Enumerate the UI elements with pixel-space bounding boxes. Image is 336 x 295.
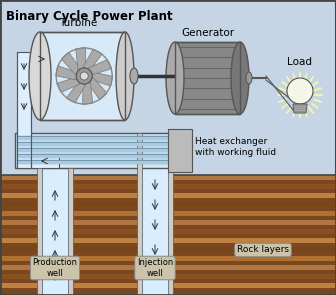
Ellipse shape: [166, 42, 184, 114]
Bar: [40, 32, 125, 120]
Ellipse shape: [116, 32, 134, 120]
Bar: [42, 34, 123, 118]
Bar: [0, 225, 336, 229]
Bar: [0, 256, 336, 261]
Bar: [0, 265, 336, 270]
Bar: [17, 161, 188, 163]
Bar: [31, 154, 59, 168]
Bar: [31, 52, 39, 66]
Bar: [41, 168, 69, 295]
Bar: [0, 207, 336, 211]
Bar: [0, 288, 336, 292]
Bar: [0, 216, 336, 220]
Bar: [0, 202, 336, 207]
Bar: [0, 180, 336, 184]
Bar: [17, 52, 31, 168]
Polygon shape: [88, 78, 107, 100]
Bar: [0, 292, 336, 295]
Polygon shape: [56, 66, 76, 80]
Bar: [175, 42, 240, 114]
Bar: [37, 168, 42, 295]
Text: Turbine: Turbine: [59, 18, 97, 28]
Polygon shape: [92, 72, 113, 86]
Bar: [0, 193, 336, 198]
Circle shape: [76, 68, 92, 84]
Bar: [168, 129, 192, 172]
Text: Load: Load: [288, 57, 312, 67]
Bar: [137, 133, 142, 295]
Bar: [17, 143, 188, 145]
Bar: [17, 155, 188, 158]
Bar: [0, 211, 336, 216]
Bar: [0, 279, 336, 283]
Text: Generator: Generator: [181, 28, 234, 38]
Ellipse shape: [130, 68, 138, 84]
Bar: [168, 133, 173, 295]
Bar: [68, 168, 73, 295]
Bar: [0, 261, 336, 265]
Polygon shape: [293, 104, 307, 113]
Bar: [0, 283, 336, 288]
Bar: [0, 243, 336, 247]
Bar: [0, 229, 336, 234]
Bar: [0, 274, 336, 279]
Text: Production
well: Production well: [33, 258, 78, 278]
Polygon shape: [83, 82, 93, 104]
Bar: [0, 220, 336, 225]
Polygon shape: [88, 60, 112, 75]
Text: Rock layers: Rock layers: [237, 245, 289, 255]
Bar: [15, 133, 190, 168]
Text: Heat exchanger
with working fluid: Heat exchanger with working fluid: [195, 137, 276, 157]
Bar: [0, 198, 336, 202]
Bar: [175, 42, 240, 114]
Bar: [17, 137, 188, 140]
Polygon shape: [61, 52, 80, 75]
Bar: [141, 133, 169, 295]
Bar: [0, 270, 336, 274]
Bar: [17, 149, 188, 152]
Polygon shape: [83, 49, 102, 70]
Circle shape: [287, 78, 313, 104]
Ellipse shape: [29, 32, 51, 120]
Ellipse shape: [231, 42, 249, 114]
Bar: [0, 175, 336, 180]
Bar: [0, 234, 336, 238]
Ellipse shape: [246, 72, 252, 84]
Bar: [0, 247, 336, 252]
Polygon shape: [76, 47, 86, 70]
Polygon shape: [66, 82, 86, 103]
Bar: [0, 184, 336, 189]
Polygon shape: [57, 78, 80, 92]
Text: Injection
well: Injection well: [137, 258, 173, 278]
Bar: [0, 238, 336, 243]
Bar: [40, 32, 125, 120]
Circle shape: [80, 72, 88, 80]
Bar: [0, 189, 336, 193]
Bar: [0, 252, 336, 256]
Bar: [0, 175, 336, 295]
Text: Binary Cycle Power Plant: Binary Cycle Power Plant: [6, 10, 173, 23]
